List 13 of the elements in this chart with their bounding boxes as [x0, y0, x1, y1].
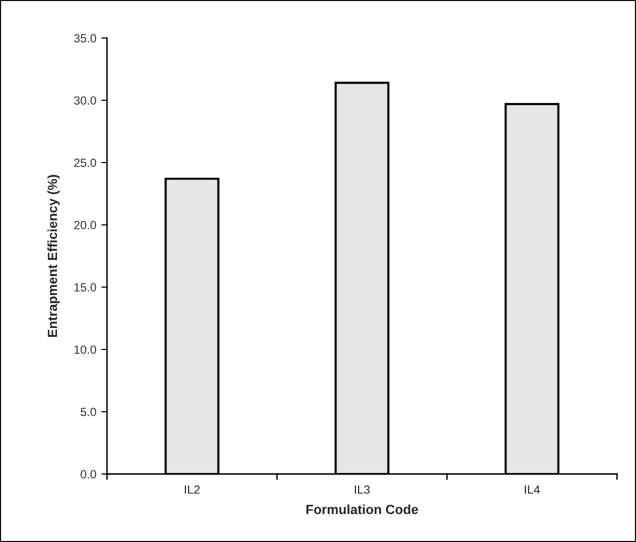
x-tick-label: IL3	[354, 485, 370, 494]
y-tick-label: 20.0	[74, 220, 96, 230]
y-tick-label: 0.0	[80, 470, 96, 478]
y-tick-label: 25.0	[74, 158, 96, 167]
x-tick-label: IL2	[184, 485, 200, 494]
y-tick-label: 5.0	[80, 408, 96, 416]
y-axis-title: Entrapment Efficiency (%)	[47, 174, 60, 337]
x-tick-label: IL4	[524, 486, 540, 494]
y-tick-label: 30.0	[74, 96, 96, 105]
y-tick-label: 15.0	[74, 283, 96, 292]
x-axis-title: Formulation Code	[306, 504, 418, 514]
y-tick-label: 35.0	[74, 34, 96, 42]
y-tick-label: 10.0	[74, 345, 96, 354]
